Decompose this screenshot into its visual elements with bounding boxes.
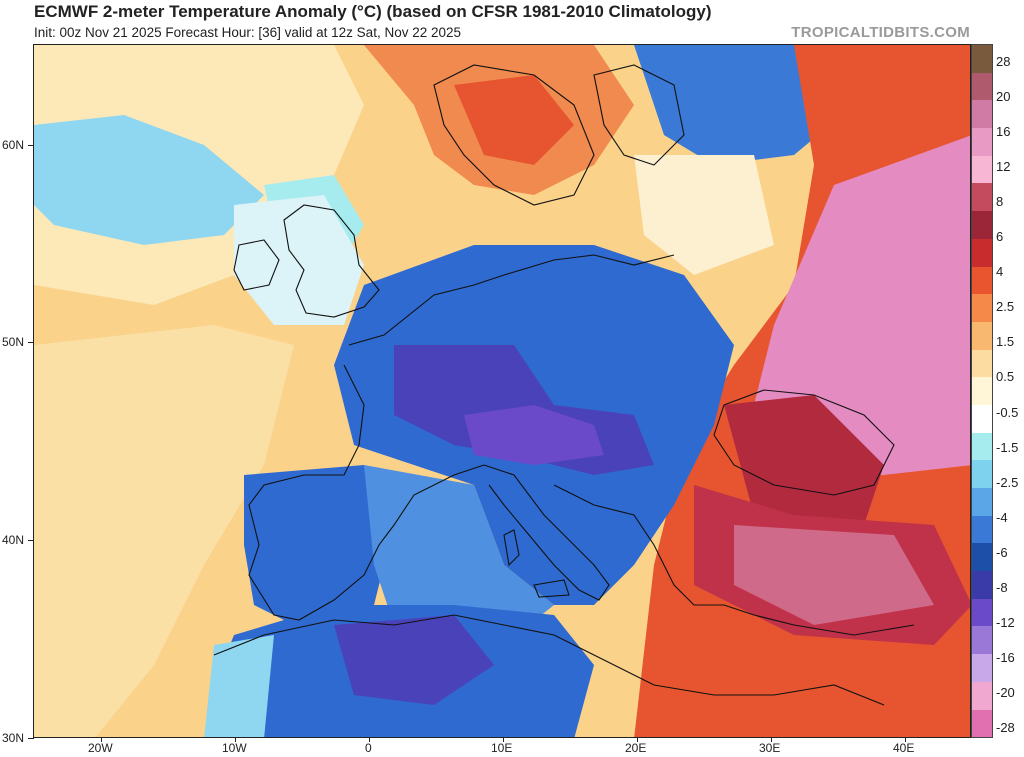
colorbar-label: -4 — [996, 509, 1008, 525]
lon-tick-20w — [101, 737, 102, 742]
colorbar-segment — [972, 709, 992, 738]
colorbar-label: -16 — [996, 649, 1015, 665]
colorbar-segment — [972, 571, 992, 599]
colorbar-label: 20 — [996, 89, 1011, 105]
colorbar-label: -6 — [996, 544, 1008, 560]
colorbar-label: 6 — [996, 229, 1004, 245]
turkey-pink-core — [734, 525, 934, 625]
colorbar — [971, 44, 993, 738]
lat-tick-50n — [28, 342, 34, 343]
colorbar-segment — [972, 266, 992, 295]
colorbar-label: -2.5 — [996, 474, 1019, 490]
lon-label-10w: 10W — [222, 741, 247, 755]
lon-label-0: 0 — [365, 741, 372, 755]
brand-watermark[interactable]: TROPICALTIDBITS.COM — [791, 24, 970, 41]
alps-extreme-cold — [464, 405, 604, 465]
colorbar-segment — [972, 211, 992, 239]
colorbar-segment — [972, 626, 992, 655]
lon-label-20e: 20E — [625, 741, 647, 755]
italy-coast — [483, 464, 610, 601]
colorbar-label: -20 — [996, 684, 1015, 700]
lat-label-30n: 30N — [2, 731, 25, 745]
lon-tick-20e — [637, 737, 638, 742]
colorbar-segment — [972, 543, 992, 572]
lat-tick-40n — [28, 540, 34, 541]
iberia-cold — [244, 465, 394, 625]
colorbar-segment — [972, 155, 992, 184]
colorbar-segment — [972, 515, 992, 544]
corsica-sardinia — [503, 529, 520, 567]
atlantic-mild-south — [34, 325, 294, 737]
lon-label-30e: 30E — [759, 741, 781, 755]
colorbar-label: 4 — [996, 264, 1004, 280]
colorbar-label: 2.5 — [996, 299, 1015, 315]
colorbar-label: -12 — [996, 614, 1015, 630]
colorbar-segment — [972, 72, 992, 101]
colorbar-segment — [972, 183, 992, 212]
colorbar-label: 28 — [996, 54, 1011, 69]
baltic-mild — [634, 155, 774, 275]
colorbar-label: -1.5 — [996, 439, 1019, 455]
scandinavia-outline — [433, 64, 595, 206]
colorbar-segment — [972, 404, 992, 433]
morocco-coast-cool — [204, 635, 274, 737]
lat-tick-30n — [28, 738, 34, 739]
anomaly-map — [33, 44, 971, 738]
map-subtitle: Init: 00z Nov 21 2025 Forecast Hour: [36… — [34, 25, 461, 40]
lat-label-40n: 40N — [2, 533, 25, 547]
colorbar-segment — [972, 294, 992, 322]
lon-tick-10w — [235, 737, 236, 742]
sicily-outline — [533, 579, 570, 598]
colorbar-label: 16 — [996, 124, 1011, 140]
colorbar-segment — [972, 128, 992, 156]
north-europe-coast — [348, 254, 675, 346]
west-europe-coast — [248, 364, 485, 621]
map-svg — [34, 45, 970, 737]
lat-tick-60n — [28, 145, 34, 146]
lon-tick-10e — [503, 737, 504, 742]
colorbar-segment — [972, 238, 992, 267]
coastlines — [213, 64, 915, 706]
colorbar-segment — [972, 460, 992, 488]
algeria-strong-cold — [334, 615, 494, 705]
colorbar-label: 8 — [996, 194, 1004, 210]
lon-tick-40e — [905, 737, 906, 742]
western-med-cool — [364, 465, 554, 645]
colorbar-segment — [972, 349, 992, 378]
uk-mild — [234, 195, 364, 325]
colorbar-segment — [972, 488, 992, 516]
lon-tick-30e — [771, 737, 772, 742]
balkan-turkey-coast — [553, 484, 915, 636]
colorbar-segment — [972, 598, 992, 627]
colorbar-label: 1.5 — [996, 334, 1015, 350]
map-title: ECMWF 2-meter Temperature Anomaly (°C) (… — [34, 2, 712, 21]
ireland-outline — [233, 239, 280, 291]
colorbar-label: 12 — [996, 159, 1011, 175]
atlantic-cool-patch — [34, 115, 264, 245]
lon-label-40e: 40E — [893, 741, 915, 755]
colorbar-segment — [972, 321, 992, 350]
colorbar-segment — [972, 100, 992, 129]
colorbar-label: -8 — [996, 579, 1008, 595]
colorbar-segment — [972, 377, 992, 405]
colorbar-segment — [972, 681, 992, 710]
lat-label-50n: 50N — [2, 335, 25, 349]
colorbar-segment — [972, 45, 992, 73]
colorbar-label: -28 — [996, 720, 1015, 735]
norway-warm-core — [454, 75, 574, 165]
lon-label-10e: 10E — [491, 741, 513, 755]
lat-label-60n: 60N — [2, 138, 25, 152]
colorbar-segment — [972, 654, 992, 682]
finland-outline — [593, 64, 685, 166]
colorbar-segment — [972, 432, 992, 461]
black-sea-outline — [713, 389, 895, 496]
north-africa-coast — [213, 614, 885, 706]
colorbar-label: 0.5 — [996, 369, 1015, 385]
great-britain-outline — [283, 204, 380, 318]
lon-label-20w: 20W — [88, 741, 113, 755]
lon-tick-0 — [369, 737, 370, 742]
colorbar-label: -0.5 — [996, 404, 1019, 420]
